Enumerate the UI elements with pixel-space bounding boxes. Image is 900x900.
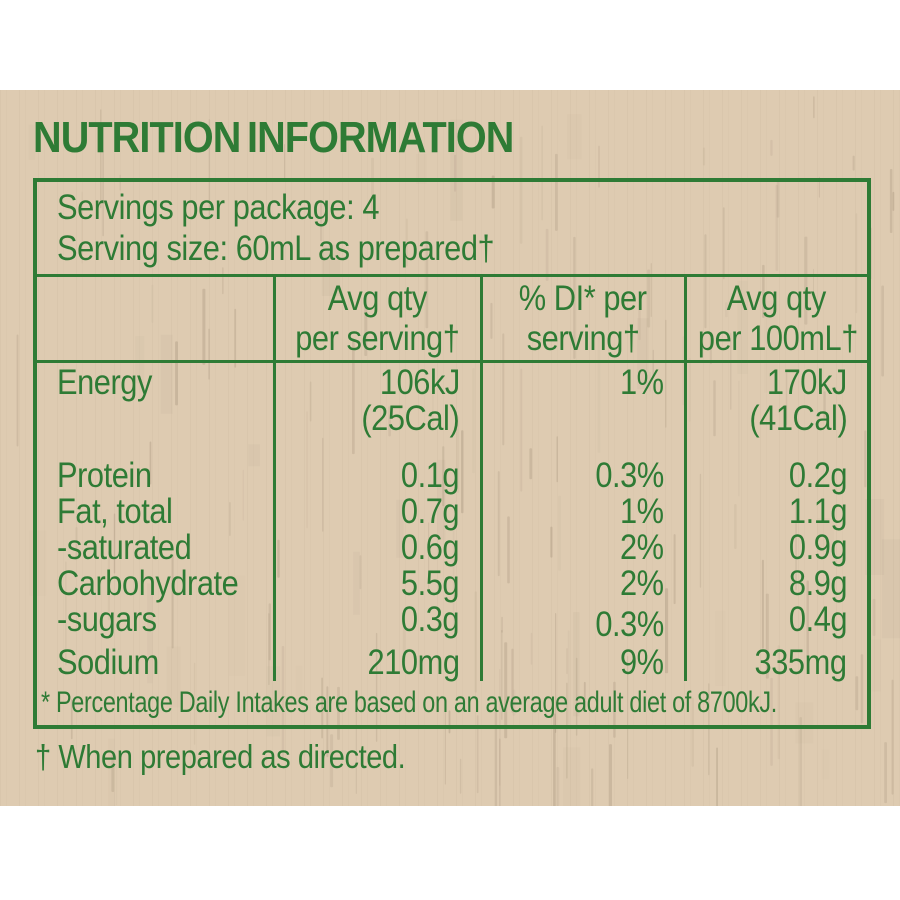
header-line: per serving†: [295, 318, 460, 358]
nutrient-label: Fat, total: [57, 491, 173, 531]
header-avg-qty-per-100ml: Avg qty per 100mL†: [683, 274, 871, 363]
nutrient-row-energy: Energy 106kJ (25Cal) 1% 170kJ (41Cal): [35, 361, 870, 458]
panel-content: NUTRITION INFORMATION Servings per packa…: [0, 90, 900, 776]
table-header-row: Avg qty per serving† % DI* per serving† …: [33, 274, 871, 363]
servings-per-package: Servings per package: 4: [57, 188, 380, 227]
footnote-cell: * Percentage Daily Intakes are based on …: [35, 681, 869, 727]
preparation-note: † When prepared as directed.: [35, 737, 406, 775]
value-per-100ml: 8.9g: [683, 565, 870, 602]
nutrient-row-protein: Protein 0.1g 0.3% 0.2g: [35, 455, 870, 495]
value-di: 1%: [479, 493, 685, 530]
header-line: serving†: [526, 318, 640, 358]
value-di: 0.3%: [479, 457, 685, 494]
nutrient-row-fat-total: Fat, total 0.7g 1% 1.1g: [35, 491, 870, 531]
value-per-100ml: 170kJ (41Cal): [683, 361, 870, 458]
header-blank-cell: [33, 274, 276, 363]
nutrient-label: -saturated: [57, 527, 192, 567]
footnote-row: * Percentage Daily Intakes are based on …: [35, 681, 869, 727]
nutrition-panel: NUTRITION INFORMATION Servings per packa…: [0, 90, 900, 806]
value-di: 2%: [479, 565, 685, 602]
value-di: 9%: [479, 637, 685, 681]
nutrient-label: Sodium: [57, 642, 159, 682]
nutrient-row-sugars: -sugars 0.3g 0.3% 0.4g: [35, 599, 870, 642]
nutrient-label: Carbohydrate: [57, 563, 239, 603]
value-per-serving: 0.6g: [272, 529, 481, 566]
value-di: 0.3%: [479, 601, 685, 642]
value-per-serving: 5.5g: [272, 565, 481, 602]
serving-info-cell: Servings per package: 4 Serving size: 60…: [35, 180, 870, 277]
value-per-100ml: 1.1g: [683, 493, 870, 530]
serving-info-row: Servings per package: 4 Serving size: 60…: [35, 180, 870, 277]
header-line: Avg qty: [327, 278, 428, 318]
value-per-serving: 106kJ (25Cal): [272, 361, 481, 458]
nutrient-row-sodium: Sodium 210mg 9% 335mg: [35, 637, 870, 682]
header-line: % DI* per: [519, 278, 647, 318]
nutrition-table: Servings per package: 4 Serving size: 60…: [33, 178, 872, 729]
nutrient-row-carbohydrate: Carbohydrate 5.5g 2% 8.9g: [35, 563, 870, 603]
value-per-serving: 210mg: [272, 637, 481, 681]
value-di: 2%: [479, 529, 685, 566]
nutrient-label: Protein: [57, 455, 152, 495]
value-per-serving: 0.1g: [272, 457, 481, 494]
di-footnote: * Percentage Daily Intakes are based on …: [41, 685, 777, 719]
page-title: NUTRITION INFORMATION: [33, 113, 514, 162]
serving-size: Serving size: 60mL as prepared†: [57, 229, 495, 268]
header-di-per-serving: % DI* per serving†: [479, 274, 687, 363]
nutrient-label: -sugars: [57, 599, 157, 639]
nutrient-label: Energy: [57, 363, 152, 402]
header-line: Avg qty: [727, 278, 827, 318]
value-per-serving: 0.3g: [272, 601, 481, 638]
value-di: 1%: [479, 361, 685, 458]
nutrient-row-saturated: -saturated 0.6g 2% 0.9g: [35, 527, 870, 567]
header-line: per 100mL†: [697, 318, 858, 358]
value-per-100ml: 335mg: [683, 637, 870, 681]
value-per-100ml: 0.4g: [683, 601, 870, 638]
value-per-serving: 0.7g: [272, 493, 481, 530]
header-avg-qty-per-serving: Avg qty per serving†: [272, 274, 483, 363]
value-per-100ml: 0.2g: [683, 457, 870, 494]
value-per-100ml: 0.9g: [683, 529, 870, 566]
